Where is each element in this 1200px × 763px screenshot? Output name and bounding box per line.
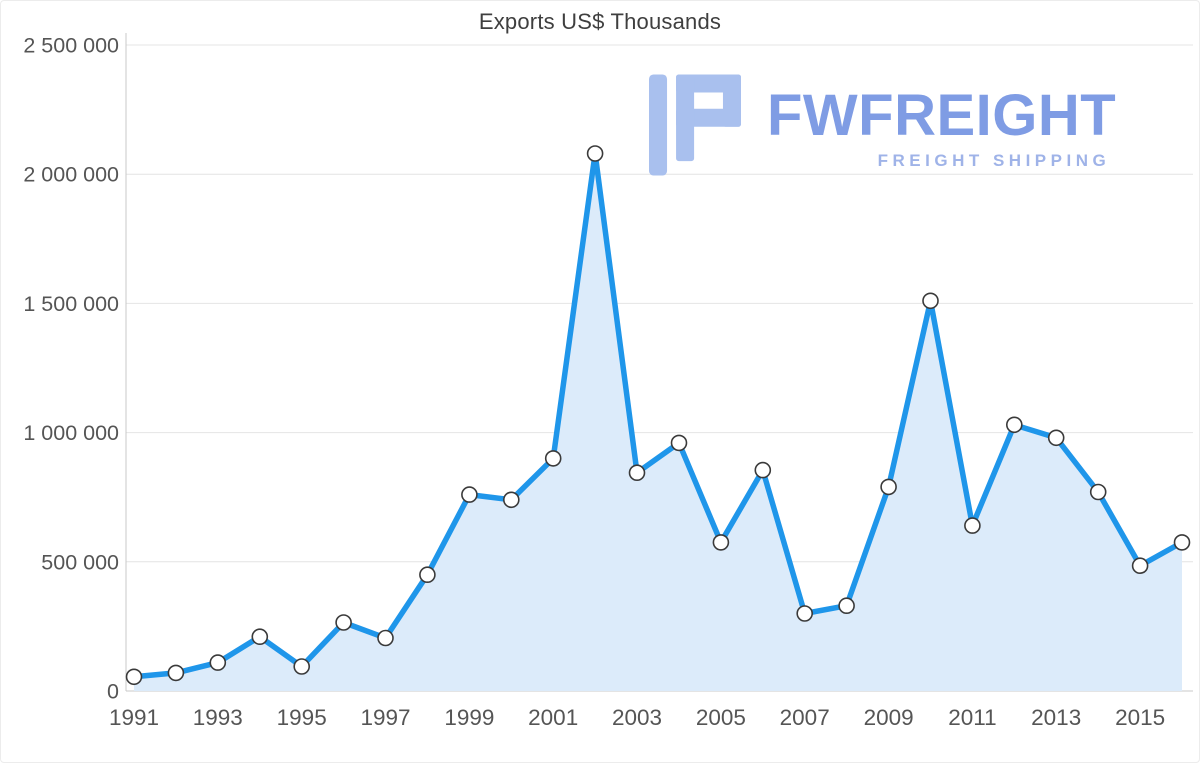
data-point [712, 534, 730, 551]
data-point [461, 486, 478, 503]
data-point [628, 464, 646, 482]
x-tick-label: 2007 [780, 705, 830, 730]
data-point [880, 478, 897, 496]
x-tick-label: 2011 [948, 705, 996, 730]
data-point [125, 668, 143, 686]
data-point [796, 605, 814, 622]
data-point [670, 434, 688, 452]
y-tick-label: 1 000 000 [23, 421, 119, 445]
data-point [1173, 534, 1191, 551]
y-tick-label: 0 [107, 680, 119, 704]
data-point [964, 517, 981, 534]
y-tick-label: 2 000 000 [23, 163, 119, 187]
y-tick-label: 2 500 000 [23, 34, 119, 58]
x-tick-label: 1993 [193, 705, 243, 730]
x-tick-label: 2005 [696, 705, 746, 730]
data-point [167, 664, 185, 682]
y-tick-label: 500 000 [41, 550, 119, 574]
data-point [1047, 429, 1065, 447]
chart-title: Exports US$ Thousands [478, 9, 722, 34]
data-point [502, 491, 520, 509]
x-tick-label: 2001 [528, 705, 578, 730]
data-point [544, 450, 562, 467]
x-tick-label: 2003 [612, 705, 662, 730]
series-line [131, 150, 1185, 680]
data-point [1131, 557, 1149, 575]
data-point [293, 658, 311, 675]
data-point [922, 292, 939, 310]
data-point [251, 628, 269, 646]
x-tick-label: 2009 [864, 705, 914, 730]
x-tick-label: 1991 [109, 705, 159, 730]
y-tick-label: 1 500 000 [23, 292, 119, 316]
data-point [377, 629, 394, 647]
series-area [134, 153, 1182, 691]
x-tick-label: 2013 [1031, 705, 1081, 730]
data-point [419, 566, 436, 584]
data-point [1089, 483, 1107, 501]
data-point [838, 597, 855, 615]
data-point [586, 145, 604, 162]
x-tick-label: 1999 [444, 705, 494, 730]
x-tick-label: 2015 [1115, 705, 1165, 730]
data-point [335, 614, 352, 631]
x-tick-label: 1995 [277, 705, 327, 730]
data-point [209, 654, 227, 671]
data-point [1005, 416, 1023, 434]
x-tick-label: 1997 [360, 705, 410, 730]
data-point [754, 461, 772, 479]
